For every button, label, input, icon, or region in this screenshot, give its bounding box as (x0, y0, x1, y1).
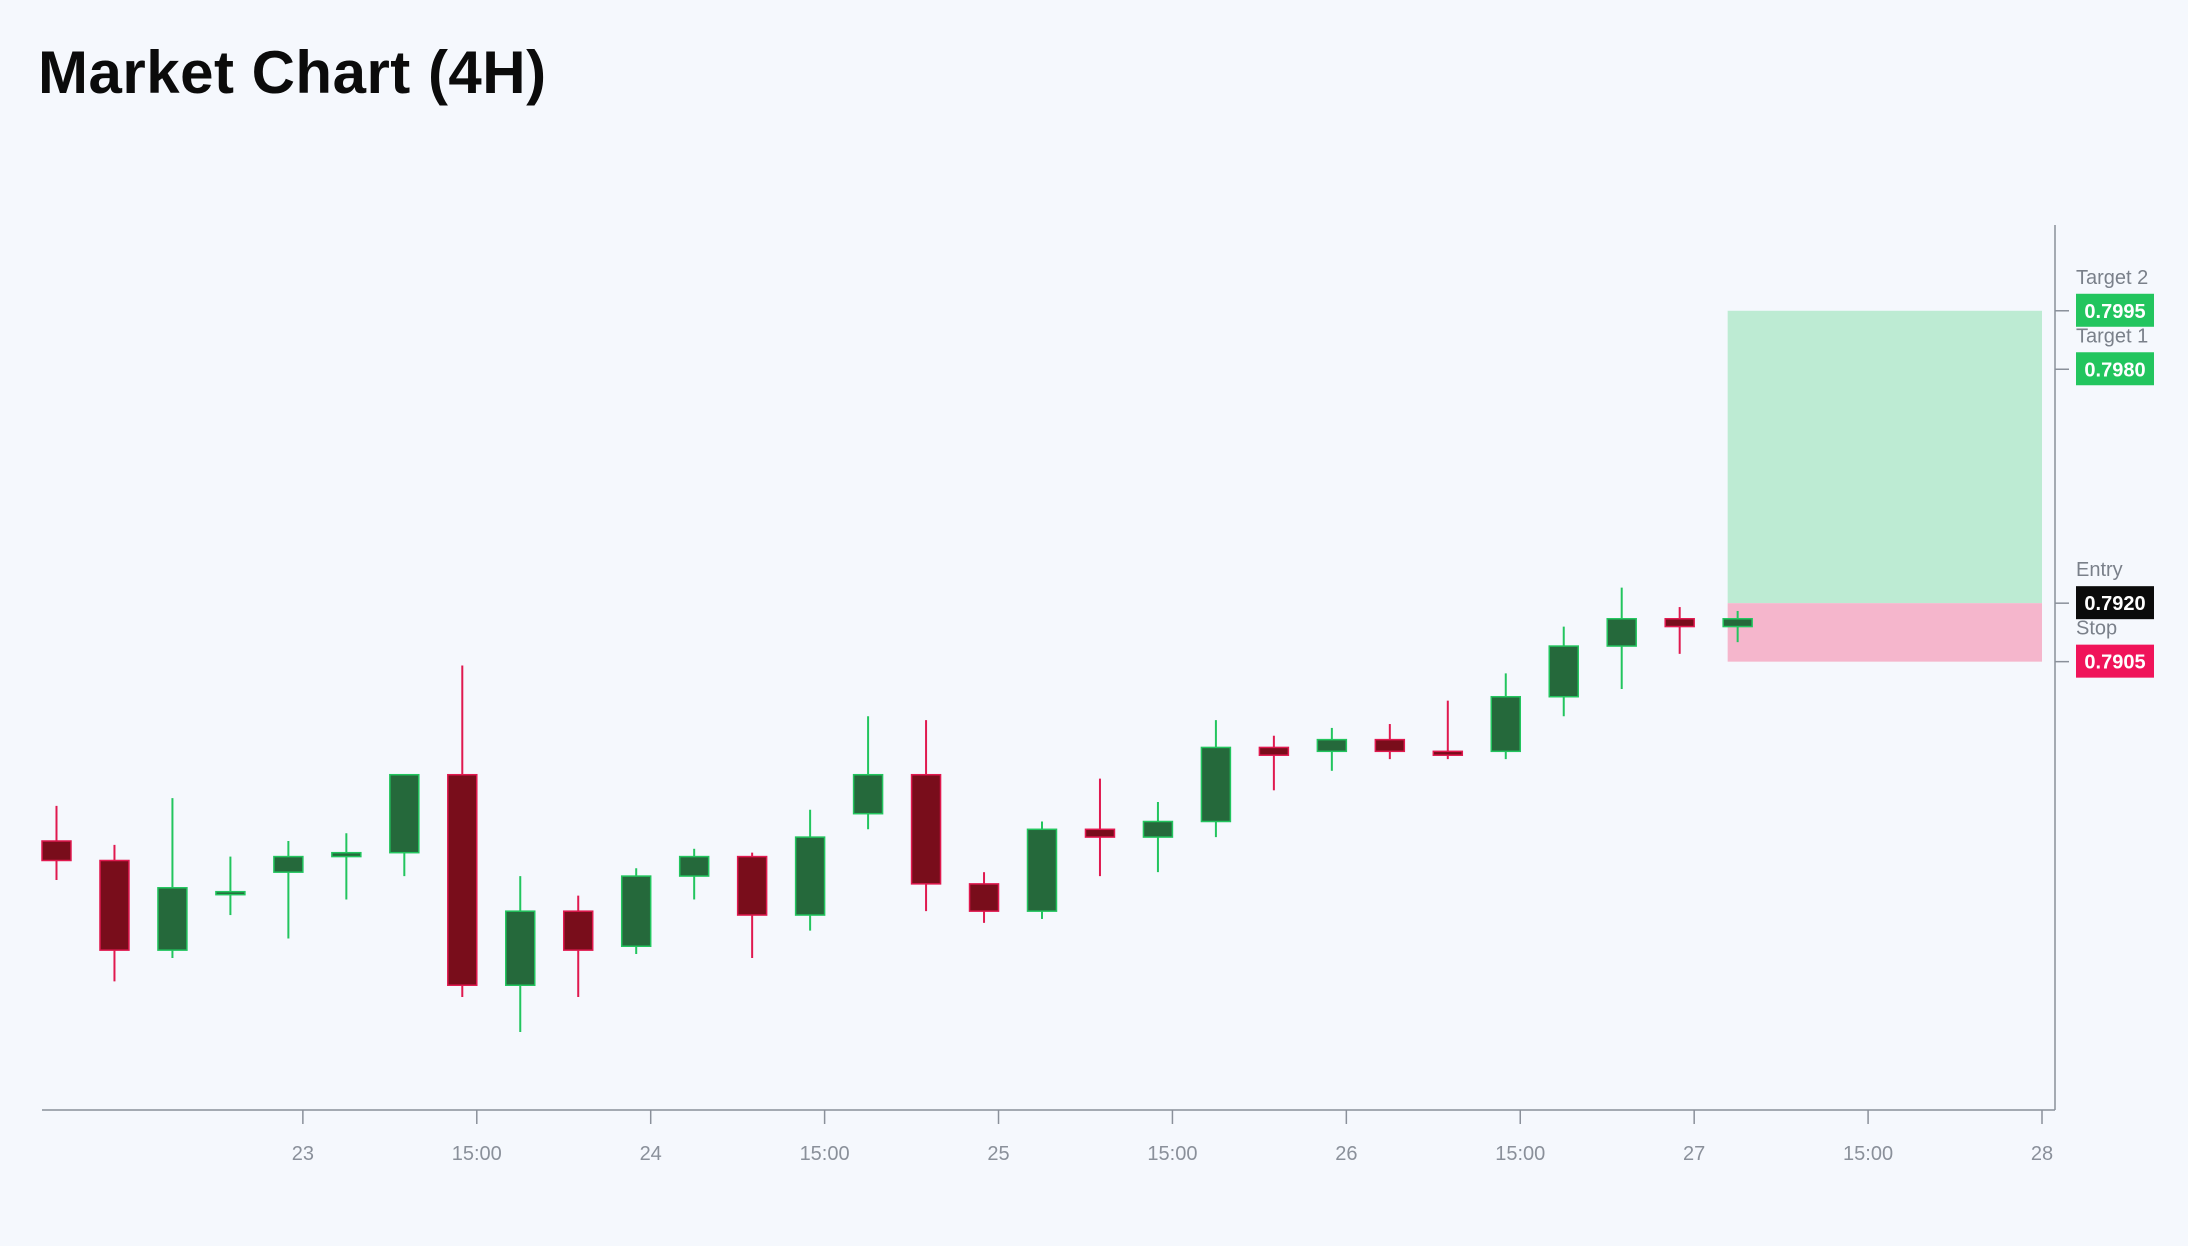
price-tag-value: 0.7920 (2084, 593, 2145, 615)
x-tick-label: 24 (640, 1143, 662, 1165)
candle-bullish (1548, 626, 1579, 717)
candle-bearish (447, 665, 478, 997)
price-tag-value: 0.7905 (2084, 652, 2145, 674)
candle-bullish (505, 876, 536, 1033)
candle-bullish (794, 809, 826, 931)
price-tag-value: 0.7980 (2084, 359, 2145, 381)
candle-body (736, 855, 768, 916)
candle-body (157, 887, 188, 951)
candle-bullish (852, 716, 884, 830)
candle-bullish (389, 773, 420, 877)
x-tick-label: 15:00 (1495, 1143, 1545, 1165)
x-tick-label: 23 (292, 1143, 314, 1165)
candle-body (1606, 618, 1637, 647)
candle-body (620, 875, 652, 948)
chart-title: Market Chart (4H) (38, 39, 547, 106)
price-tag-label: Stop (2076, 618, 2117, 640)
price-tag-entry: Entry 0.7920 (2055, 559, 2154, 620)
candle-bearish (736, 852, 768, 958)
candle-bearish (1664, 607, 1695, 654)
candle-bearish (41, 805, 72, 880)
candle-bullish (678, 848, 710, 900)
candle-body (1432, 750, 1464, 756)
candle-body (968, 883, 1000, 912)
candle-body (1316, 738, 1348, 753)
candle-bullish (1026, 821, 1058, 919)
candle-body (389, 773, 420, 854)
candle-bearish (1084, 778, 1116, 877)
candle-body (1548, 645, 1579, 698)
price-tag-target: Target 1 0.7980 (2055, 325, 2154, 386)
candle-body (794, 836, 826, 916)
candle-body (273, 855, 304, 873)
candle-bullish (1316, 727, 1348, 771)
candle-body (1200, 746, 1232, 823)
x-tick-label: 15:00 (1147, 1143, 1197, 1165)
price-tag-value: 0.7995 (2084, 301, 2145, 323)
candle-body (562, 910, 594, 951)
price-tag-box (2076, 644, 2154, 678)
candle-body (910, 773, 942, 885)
price-tag-label: Target 2 (2076, 267, 2148, 289)
candle-bullish (273, 840, 304, 939)
candle-body (447, 773, 478, 986)
candle-body (852, 773, 884, 815)
candle-bearish (910, 720, 942, 912)
candle-body (678, 855, 710, 877)
candle-bearish (1258, 735, 1290, 791)
price-tag-box (2076, 586, 2154, 620)
candle-bullish (215, 856, 246, 916)
candle-bearish (562, 895, 594, 997)
candle-bearish (968, 872, 1000, 923)
price-tag-target: Target 2 0.7995 (2055, 267, 2154, 327)
candle-body (1664, 618, 1695, 628)
x-axis-ticks: 23 15:00 24 15:00 25 15:00 26 15:00 27 15:00 28 (292, 1110, 2053, 1165)
candle-bearish (1432, 700, 1464, 760)
stop-zone (1727, 603, 2042, 662)
price-tag-stop: Stop 0.7905 (2055, 618, 2154, 678)
candles (41, 587, 1753, 1033)
candle-bullish (331, 833, 362, 900)
price-tag-box (2076, 293, 2154, 327)
candle-bearish (1374, 724, 1406, 760)
price-tag-label: Entry (2076, 559, 2123, 581)
candle-body (1084, 828, 1116, 838)
candle-bearish (99, 844, 130, 982)
candle-body (1026, 828, 1058, 912)
candle-body (1374, 738, 1406, 753)
x-tick-label: 28 (2031, 1143, 2053, 1165)
candle-body (99, 859, 130, 951)
x-tick-label: 15:00 (1843, 1143, 1893, 1165)
target-zone (1727, 310, 2042, 604)
candle-body (1258, 746, 1290, 756)
candle-body (331, 851, 362, 858)
candle-bullish (157, 798, 188, 958)
candle-bullish (1142, 802, 1174, 873)
candle-body (215, 890, 246, 896)
x-tick-label: 27 (1683, 1143, 1705, 1165)
candle-bullish (1606, 587, 1637, 689)
x-tick-label: 25 (987, 1143, 1009, 1165)
x-tick-label: 26 (1335, 1143, 1357, 1165)
candle-body (41, 840, 72, 862)
candle-bullish (620, 868, 652, 955)
candle-body (1142, 820, 1174, 838)
candle-body (505, 910, 536, 986)
price-tag-label: Target 1 (2076, 325, 2148, 347)
candle-body (1490, 695, 1522, 753)
x-tick-label: 15:00 (800, 1143, 850, 1165)
axes (42, 225, 2056, 1111)
x-tick-label: 15:00 (452, 1143, 502, 1165)
trade-zones (1727, 310, 2042, 662)
candle-bullish (1722, 610, 1753, 643)
candle-body (1722, 618, 1753, 628)
candle-bullish (1490, 673, 1522, 760)
price-tag-box (2076, 352, 2154, 386)
candle-bullish (1200, 720, 1232, 838)
